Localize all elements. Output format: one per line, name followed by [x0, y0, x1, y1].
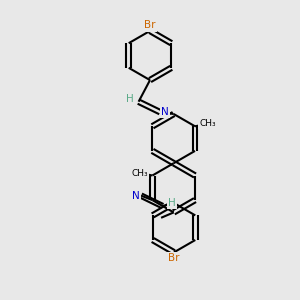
Text: N: N: [161, 107, 169, 117]
Text: Br: Br: [144, 20, 156, 31]
Text: H: H: [168, 198, 176, 208]
Text: N: N: [132, 190, 140, 201]
Text: H: H: [126, 94, 134, 104]
Text: Br: Br: [168, 253, 180, 263]
Text: CH₃: CH₃: [131, 169, 148, 178]
Text: CH₃: CH₃: [199, 119, 216, 128]
